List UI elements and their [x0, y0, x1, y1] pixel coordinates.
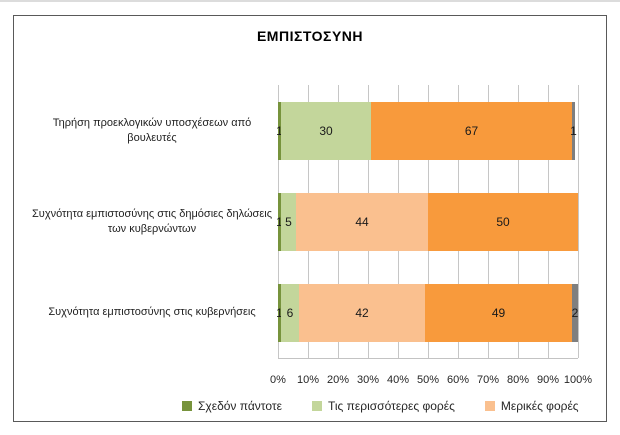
x-axis-tick-label: 100%	[563, 374, 593, 386]
category-axis: Τηρήση προεκλογικών υποσχέσεων από βουλε…	[30, 85, 274, 358]
legend-item: Μερικές φορές	[484, 399, 579, 413]
segment-value-label: 67	[464, 123, 479, 138]
segment-value-label: 1	[570, 123, 577, 138]
legend-item: Τις περισσότερες φορές	[311, 399, 455, 413]
bar-row: 1 6 42 49 2	[276, 283, 579, 342]
bar-segment-most-times: 30	[281, 101, 371, 160]
bar-segment-almost-always: 1	[276, 283, 283, 342]
segment-value-label: 49	[491, 305, 506, 320]
legend-item: Σχεδόν πάντοτε	[182, 399, 282, 413]
x-axis-tick-label: 80%	[506, 374, 530, 386]
segment-value-label: 2	[571, 305, 579, 320]
legend-color-swatch	[182, 401, 192, 411]
bar-segment-unlabeled-gray: 1	[570, 101, 577, 160]
legend-color-swatch	[311, 401, 322, 411]
bar-segment-unlabeled-dark-orange: 67	[371, 101, 572, 160]
x-axis-tick-label: 0%	[270, 374, 286, 386]
bar-segment-sometimes: 44	[296, 192, 428, 251]
category-label: Συχνότητα εμπιστοσύνης στις δημόσιες δηλ…	[32, 207, 272, 235]
legend-item-label: Μερικές φορές	[500, 399, 579, 413]
x-axis: 0% 10% 20% 30% 40% 50% 60% 70% 80% 90% 100%	[270, 374, 592, 390]
bar-segment-unlabeled-gray: 2	[571, 283, 579, 342]
segment-value-label: 50	[496, 214, 510, 229]
legend-color-swatch	[484, 401, 495, 411]
bar-segment-most-times: 5	[281, 192, 296, 251]
x-axis-tick-label: 60%	[446, 374, 470, 386]
bar-segment-almost-always: 1	[276, 101, 283, 160]
bar-row: 1 5 44 50	[276, 192, 578, 251]
bar-row: 1 30 67 1	[276, 101, 578, 160]
segment-value-label: 42	[355, 305, 369, 320]
bar-segment-most-times: 6	[281, 283, 299, 342]
segment-value-label: 30	[319, 123, 333, 138]
plot-area: 1 30 67 1 1 5 44 50 1 6 42 49 2	[276, 85, 579, 359]
bar-segment-sometimes: 42	[299, 283, 425, 342]
segment-value-label: 5	[285, 214, 292, 229]
chart-frame: ΕΜΠΙΣΤΟΣΥΝΗ 1 30 67 1 1 5 44 50 1 6 42 49 2 Τηρήση π…	[13, 15, 607, 422]
bar-segment-unlabeled-dark-orange: 50	[428, 192, 578, 251]
x-axis-tick-label: 40%	[386, 374, 410, 386]
x-axis-tick-label: 50%	[416, 374, 440, 386]
segment-value-label: 6	[286, 305, 294, 320]
legend-item-label: Σχεδόν πάντοτε	[198, 399, 282, 413]
bar-segment-unlabeled-dark-orange: 49	[425, 283, 572, 342]
category-label: Συχνότητα εμπιστοσύνης στις κυβερνήσεις	[48, 306, 256, 319]
segment-value-label: 1	[276, 305, 283, 320]
legend-item-label: Τις περισσότερες φορές	[327, 399, 455, 413]
segment-value-label: 1	[276, 123, 283, 138]
x-axis-tick-label: 30%	[356, 374, 380, 386]
segment-value-label: 44	[355, 214, 369, 229]
category-label: Τηρήση προεκλογικών υποσχέσεων από βουλε…	[52, 116, 252, 144]
bar-segment-almost-always: 1	[276, 192, 283, 251]
legend: Σχεδόν πάντοτε Τις περισσότερες φορές Μερι…	[182, 399, 579, 413]
x-axis-tick-label: 90%	[536, 374, 560, 386]
x-axis-tick-label: 10%	[296, 374, 320, 386]
x-axis-tick-label: 20%	[326, 374, 350, 386]
chart-title: ΕΜΠΙΣΤΟΣΥΝΗ	[256, 28, 364, 44]
segment-value-label: 1	[276, 214, 283, 229]
x-axis-tick-label: 70%	[476, 374, 500, 386]
gridline	[578, 85, 579, 358]
